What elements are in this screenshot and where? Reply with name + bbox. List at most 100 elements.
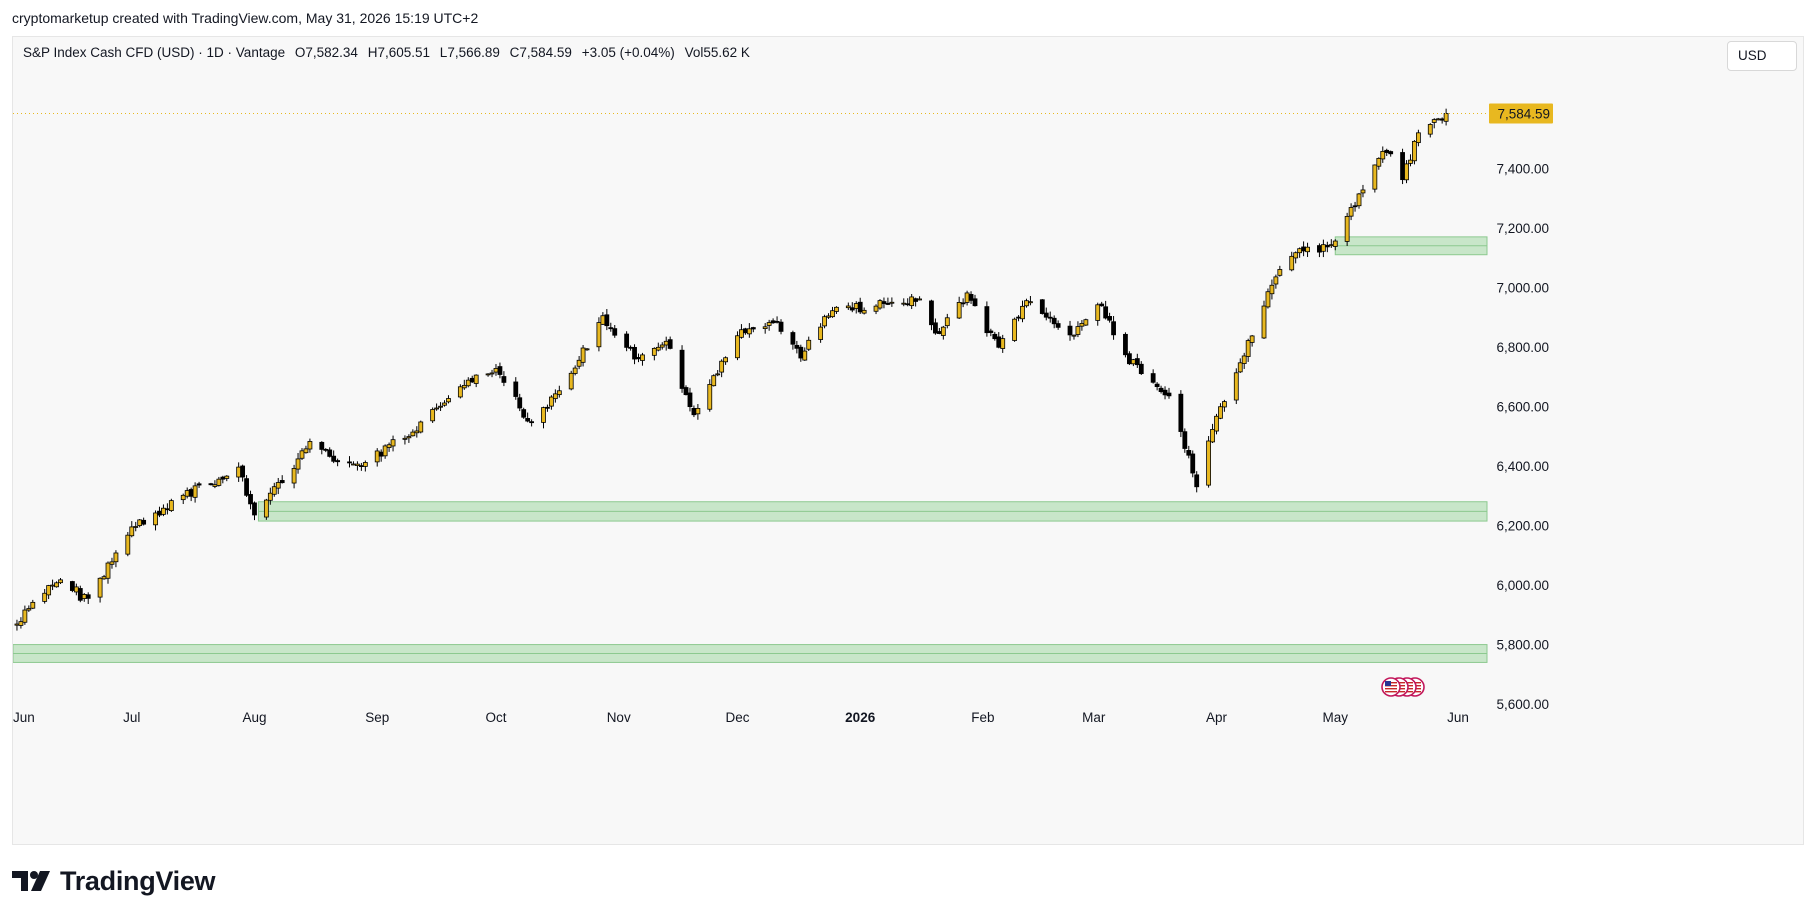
candle-body-54 [307, 441, 313, 450]
price-chart[interactable]: 5,600.00 5,800.00 6,000.00 6,200.00 6,400.00… [13, 37, 1803, 844]
candle-body-64 [362, 462, 368, 467]
candle-body-82 [465, 379, 471, 387]
candle-body-158 [885, 302, 891, 305]
candle-body-213 [1190, 453, 1196, 474]
candle-body-88 [497, 366, 503, 375]
currency-selector-button[interactable]: USD [1727, 41, 1797, 71]
candle-body-42 [244, 478, 249, 496]
candle-body-15 [97, 577, 103, 598]
candle-body-43 [248, 494, 253, 505]
candle-body-122 [687, 392, 693, 408]
candle-body-251 [1404, 163, 1409, 181]
candle-body-185 [1039, 299, 1045, 314]
candle-body-231 [1293, 252, 1299, 259]
candle-body-178 [996, 336, 1002, 348]
candle-body-85 [485, 373, 491, 376]
us-event-flag-icon[interactable] [1381, 677, 1401, 697]
candle-body-141 [794, 344, 800, 349]
candle-body-173 [968, 294, 974, 301]
candle-body-51 [295, 458, 301, 470]
candle-body-57 [327, 449, 333, 457]
x-tick-label-3: Sep [365, 710, 389, 725]
candle-body-40 [236, 466, 242, 478]
candle-body-124 [695, 407, 701, 415]
candle-body-128 [719, 360, 725, 373]
candle-body-163 [913, 298, 919, 302]
candle-body-152 [853, 303, 859, 309]
x-tick-label-2: Aug [242, 710, 266, 725]
y-tick-label-0: 5,600.00 [1496, 697, 1549, 712]
candle-body-2 [22, 609, 28, 623]
candle-body-17 [105, 562, 111, 579]
candle-body-157 [881, 301, 887, 304]
candle-body-8 [54, 582, 59, 588]
candle-body-98 [552, 393, 558, 400]
candle-body-244 [1360, 189, 1366, 194]
candle-body-212 [1186, 450, 1192, 456]
candle-body-232 [1297, 248, 1303, 254]
chart-panel[interactable]: 5,600.00 5,800.00 6,000.00 6,200.00 6,400.00… [12, 36, 1804, 845]
candle-body-175 [984, 306, 990, 334]
candle-body-120 [679, 349, 685, 389]
candle-body-4 [30, 601, 36, 609]
candle-body-227 [1269, 284, 1275, 295]
candle-body-186 [1043, 312, 1049, 318]
candle-body-60 [347, 461, 352, 464]
candle-body-207 [1158, 387, 1164, 392]
x-tick-label-10: Apr [1206, 710, 1228, 725]
candle-body-256 [1431, 119, 1437, 123]
candle-body-242 [1352, 205, 1358, 208]
y-tick-label-2: 6,000.00 [1496, 578, 1549, 593]
candle-body-226 [1265, 291, 1271, 308]
candle-body-130 [735, 335, 740, 359]
candle-body-150 [845, 305, 851, 309]
candle-body-117 [659, 344, 665, 348]
candle-body-134 [750, 327, 756, 330]
candle-body-70 [402, 437, 408, 440]
candle-body-100 [568, 372, 574, 390]
candle-body-49 [279, 480, 285, 484]
candle-body-97 [549, 396, 554, 407]
last-price-label: 7,584.59 [1497, 106, 1550, 121]
candle-body-209 [1166, 392, 1172, 397]
x-tick-label-9: Mar [1082, 710, 1106, 725]
candle-body-41 [240, 465, 246, 478]
candle-body-110 [624, 333, 630, 348]
candle-body-118 [663, 340, 669, 346]
candle-body-79 [446, 398, 451, 403]
candle-body-206 [1154, 383, 1160, 388]
candle-body-107 [604, 314, 610, 327]
brand-name: TradingView [60, 865, 216, 896]
candle-body-216 [1210, 429, 1215, 443]
close-value: C7,584.59 [509, 45, 572, 60]
candle-body-121 [683, 387, 689, 396]
candle-body-89 [501, 376, 507, 383]
candle-body-65 [374, 450, 380, 463]
candle-body-191 [1071, 334, 1077, 337]
tradingview-brand[interactable]: TradingView [12, 865, 216, 896]
candle-body-16 [101, 576, 107, 580]
candle-body-76 [434, 407, 439, 410]
candle-body-241 [1348, 207, 1354, 217]
candle-body-108 [608, 327, 614, 330]
candle-body-56 [323, 448, 329, 451]
candle-body-39 [224, 475, 230, 479]
x-tick-label-4: Oct [485, 710, 506, 725]
candle-body-7 [50, 584, 55, 587]
candle-body-248 [1384, 149, 1390, 153]
candle-body-13 [81, 594, 87, 599]
candle-body-162 [909, 296, 915, 307]
candle-body-210 [1178, 393, 1184, 432]
candle-body-78 [442, 402, 447, 406]
candle-body-19 [113, 552, 119, 563]
candle-body-161 [905, 303, 911, 306]
candle-body-247 [1380, 150, 1386, 160]
candle-body-125 [707, 384, 713, 410]
candle-body-198 [1107, 316, 1113, 321]
candle-body-27 [161, 507, 166, 515]
candle-body-139 [778, 321, 784, 332]
candle-body-200 [1123, 333, 1128, 356]
candle-body-229 [1277, 269, 1283, 276]
candle-body-9 [58, 579, 63, 584]
candle-body-187 [1047, 316, 1053, 319]
